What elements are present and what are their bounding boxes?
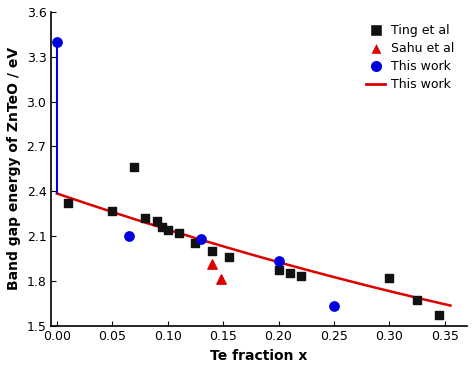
- Point: [297, 273, 304, 279]
- Point: [386, 275, 393, 281]
- Point: [436, 312, 443, 318]
- Legend: Ting et al, Sahu et al, This work, This work: Ting et al, Sahu et al, This work, This …: [360, 18, 461, 98]
- Point: [175, 230, 182, 236]
- Point: [330, 303, 338, 309]
- Point: [158, 224, 166, 230]
- Point: [217, 276, 225, 282]
- Point: [197, 236, 205, 242]
- Point: [131, 164, 138, 170]
- Point: [208, 262, 216, 268]
- Point: [164, 227, 172, 233]
- Point: [191, 240, 199, 246]
- Point: [142, 215, 149, 221]
- X-axis label: Te fraction x: Te fraction x: [210, 349, 308, 363]
- Point: [125, 233, 133, 239]
- Point: [275, 268, 283, 273]
- Point: [286, 270, 293, 276]
- Y-axis label: Band gap energy of ZnTeO / eV: Band gap energy of ZnTeO / eV: [7, 47, 21, 290]
- Point: [413, 297, 421, 303]
- Point: [53, 39, 61, 45]
- Point: [208, 248, 216, 254]
- Point: [153, 218, 160, 224]
- Point: [275, 259, 283, 265]
- Point: [64, 200, 72, 206]
- Point: [109, 208, 116, 213]
- Point: [225, 254, 232, 260]
